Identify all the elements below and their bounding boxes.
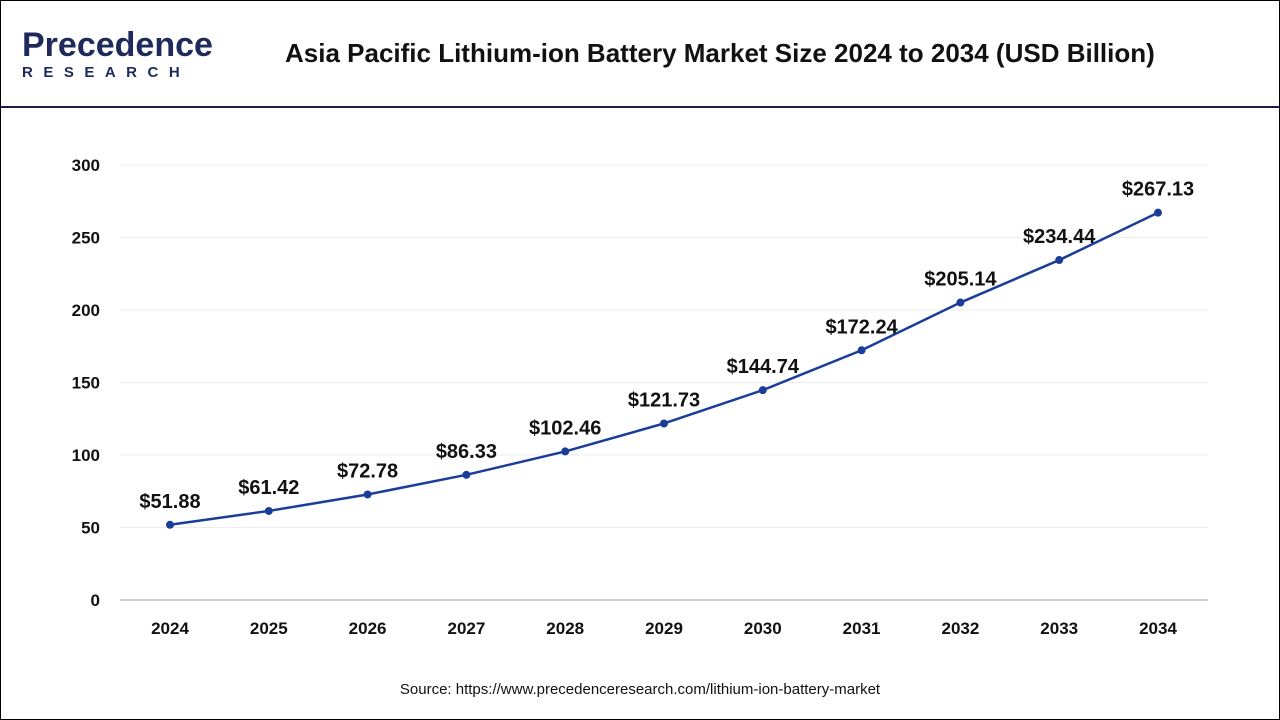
data-point — [561, 447, 570, 456]
y-tick-label: 100 — [72, 446, 100, 465]
data-point — [462, 470, 471, 479]
y-tick-label: 300 — [72, 156, 100, 175]
x-tick-label: 2029 — [645, 619, 683, 638]
x-tick-label: 2027 — [447, 619, 485, 638]
data-point — [264, 506, 273, 515]
x-tick-label: 2026 — [349, 619, 387, 638]
data-label: $72.78 — [337, 460, 398, 482]
data-label: $172.24 — [825, 316, 898, 338]
data-point — [166, 520, 174, 529]
data-point — [758, 386, 767, 395]
y-tick-label: 150 — [72, 374, 100, 393]
data-label: $144.74 — [727, 356, 800, 378]
data-point — [660, 419, 668, 428]
y-tick-label: 200 — [72, 301, 100, 320]
x-tick-label: 2033 — [1040, 619, 1078, 638]
data-point — [1154, 208, 1162, 217]
data-label: $61.42 — [238, 477, 299, 499]
x-tick-label: 2032 — [941, 619, 979, 638]
data-label: $234.44 — [1023, 226, 1096, 248]
data-label: $121.73 — [628, 389, 700, 411]
data-label: $51.88 — [139, 491, 200, 513]
x-tick-label: 2031 — [843, 619, 881, 638]
x-tick-label: 2030 — [744, 619, 782, 638]
logo-text: Precedence — [22, 26, 213, 64]
data-label: $267.13 — [1122, 179, 1194, 201]
source-note: Source: https://www.precedenceresearch.c… — [399, 681, 881, 698]
data-label: $86.33 — [436, 441, 497, 463]
x-tick-label: 2028 — [546, 619, 584, 638]
data-point — [1055, 256, 1064, 265]
x-tick-label: 2034 — [1139, 619, 1177, 638]
header: Precedence RESEARCH Asia Pacific Lithium… — [0, 0, 1280, 108]
data-label: $102.46 — [529, 417, 601, 439]
logo-subtext: RESEARCH — [22, 64, 191, 81]
data-label: $205.14 — [924, 269, 997, 291]
y-tick-label: 250 — [72, 229, 100, 248]
y-tick-label: 50 — [81, 519, 100, 538]
x-tick-label: 2025 — [250, 619, 288, 638]
y-tick-label: 0 — [91, 591, 100, 610]
series-line — [169, 211, 1159, 527]
data-point — [956, 298, 965, 307]
data-point — [363, 490, 372, 499]
chart-title: Asia Pacific Lithium-ion Battery Market … — [285, 38, 1155, 68]
precedence-research-logo: Precedence RESEARCH — [22, 28, 213, 81]
x-tick-label: 2024 — [151, 619, 189, 638]
data-point — [857, 346, 866, 355]
